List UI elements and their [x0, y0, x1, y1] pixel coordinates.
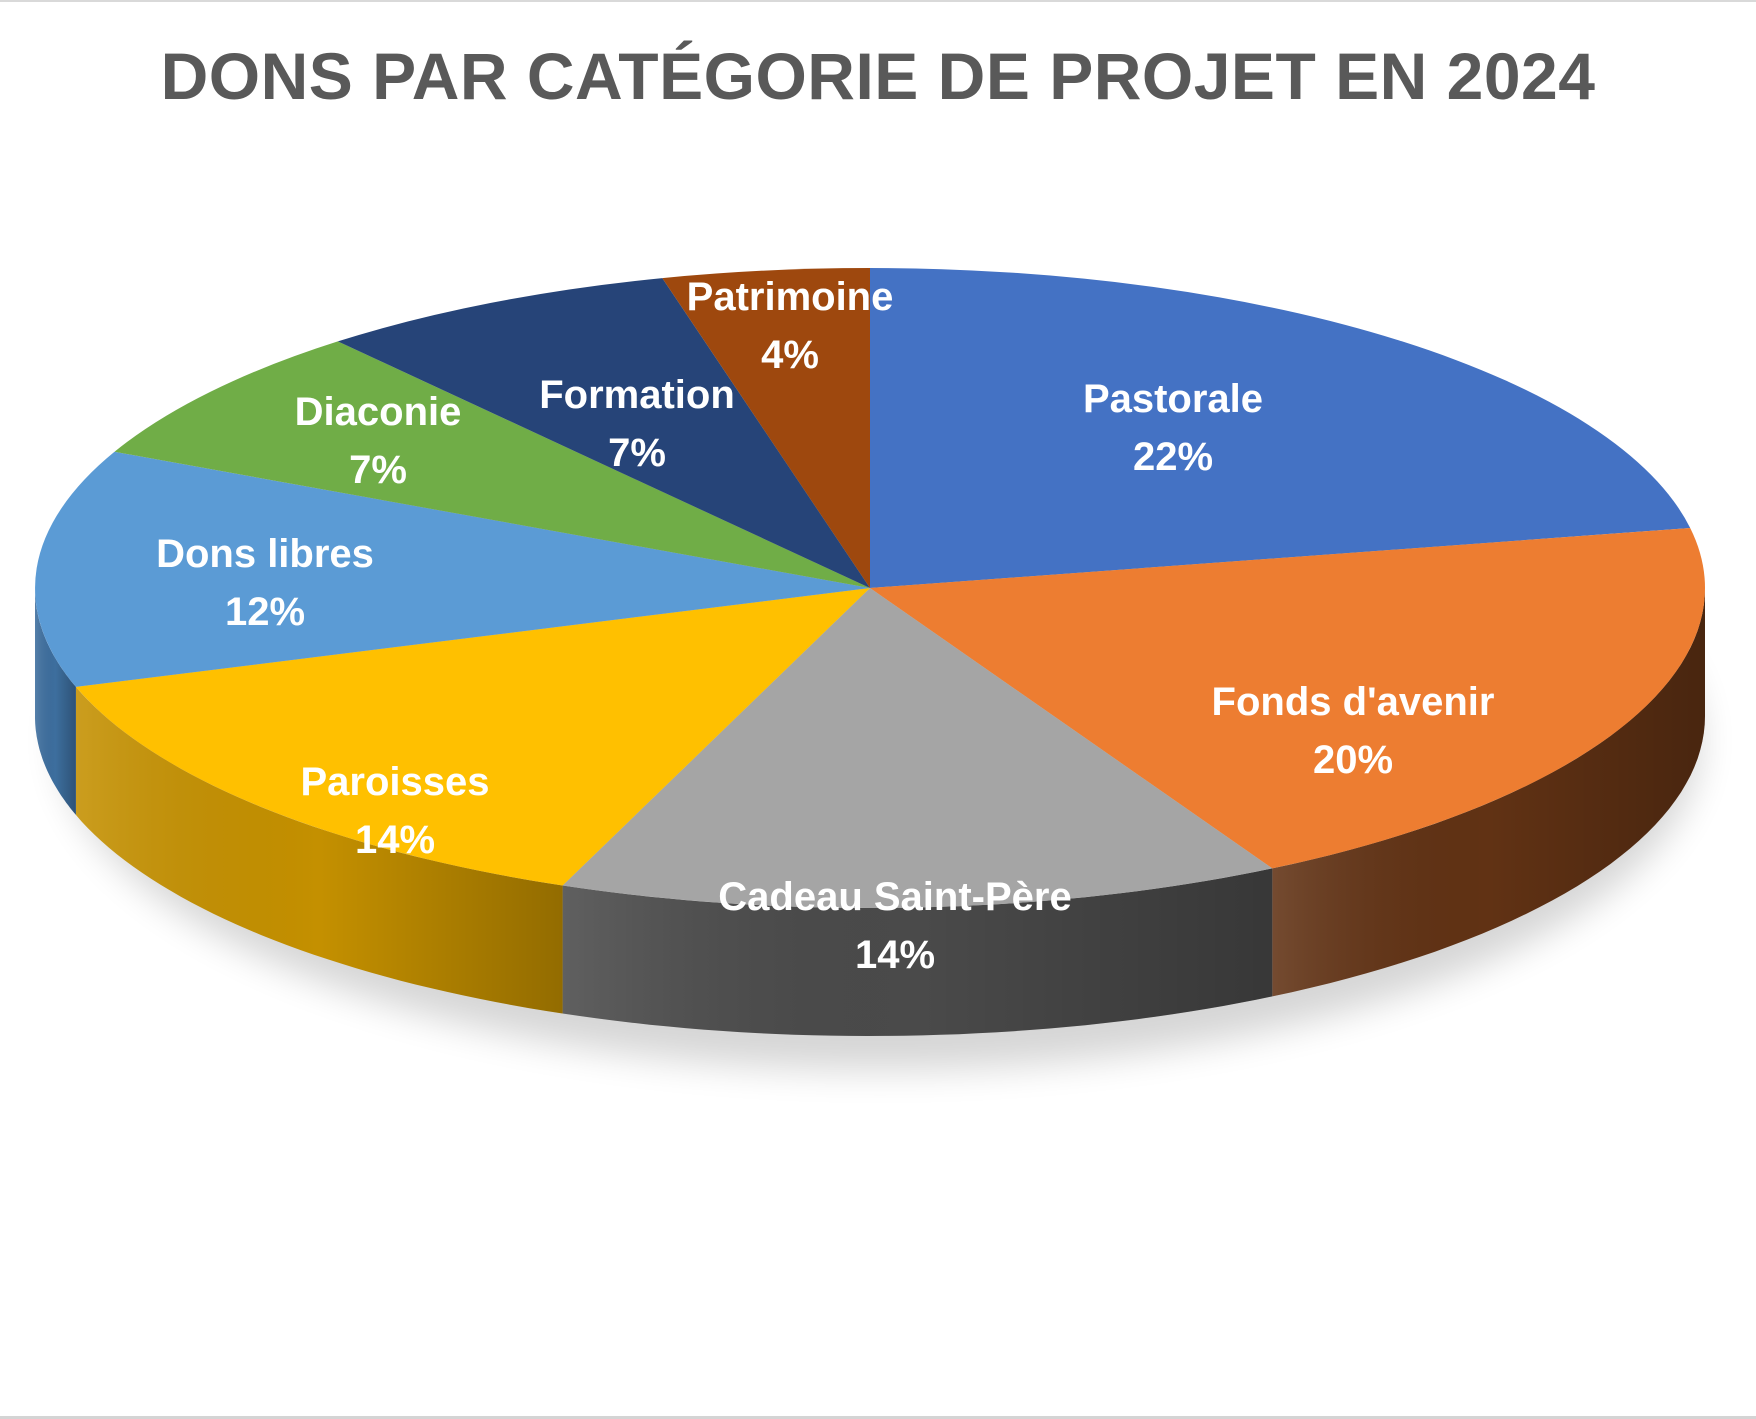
pie-slice-pastorale[interactable] [870, 268, 1691, 588]
data-label-percent: 22% [1133, 435, 1213, 479]
pie-data-labels: Pastorale 22% Fonds d'avenir 20% Cadeau Sain… [156, 275, 1494, 977]
data-label-percent: 14% [355, 818, 435, 862]
pie-slice-formation[interactable] [337, 278, 870, 588]
pie-side-shading [562, 868, 1273, 1036]
data-label-percent: 4% [761, 333, 819, 377]
pie-top-faces [35, 268, 1706, 908]
bottom-border [0, 1416, 1756, 1419]
data-label-name: Paroisses [300, 760, 489, 804]
chart-title: DONS PAR CATÉGORIE DE PROJET EN 2024 [160, 39, 1596, 113]
data-label-cadeau-saint-pere: Cadeau Saint-Père 14% [718, 875, 1071, 977]
data-label-fonds-d-avenir: Fonds d'avenir 20% [1212, 680, 1495, 782]
data-label-patrimoine: Patrimoine 4% [687, 275, 894, 377]
data-label-name: Dons libres [156, 532, 374, 576]
data-label-formation: Formation 7% [539, 373, 735, 475]
data-label-diaconie: Diaconie 7% [295, 390, 462, 492]
data-label-percent: 12% [225, 590, 305, 634]
data-label-percent: 7% [349, 448, 407, 492]
data-label-name: Formation [539, 373, 735, 417]
pie-side-shading [1272, 588, 1705, 997]
data-label-percent: 14% [855, 933, 935, 977]
pie-side-shading [35, 588, 76, 815]
top-border [0, 0, 1756, 2]
data-label-percent: 20% [1313, 738, 1393, 782]
data-label-name: Patrimoine [687, 275, 894, 319]
pie-slice-paroisses[interactable] [75, 588, 870, 886]
data-label-paroisses: Paroisses 14% [300, 760, 489, 862]
pie-slice-diaconie[interactable] [114, 341, 871, 588]
data-label-name: Pastorale [1083, 377, 1263, 421]
data-label-dons-libres: Dons libres 12% [156, 532, 374, 634]
data-label-name: Cadeau Saint-Père [718, 875, 1071, 919]
data-label-percent: 7% [608, 431, 666, 475]
pie-side-shading [75, 686, 563, 1014]
pie-slice-fonds-d-avenir[interactable] [870, 528, 1706, 869]
data-label-name: Fonds d'avenir [1212, 680, 1495, 724]
data-label-pastorale: Pastorale 22% [1083, 377, 1263, 479]
pie-side-walls [35, 588, 1705, 1036]
data-label-name: Diaconie [295, 390, 462, 434]
pie-slice-cadeau-saint-pere[interactable] [562, 588, 1273, 908]
pie-slice-dons-libres[interactable] [35, 451, 870, 687]
pie-slice-patrimoine[interactable] [662, 268, 870, 588]
